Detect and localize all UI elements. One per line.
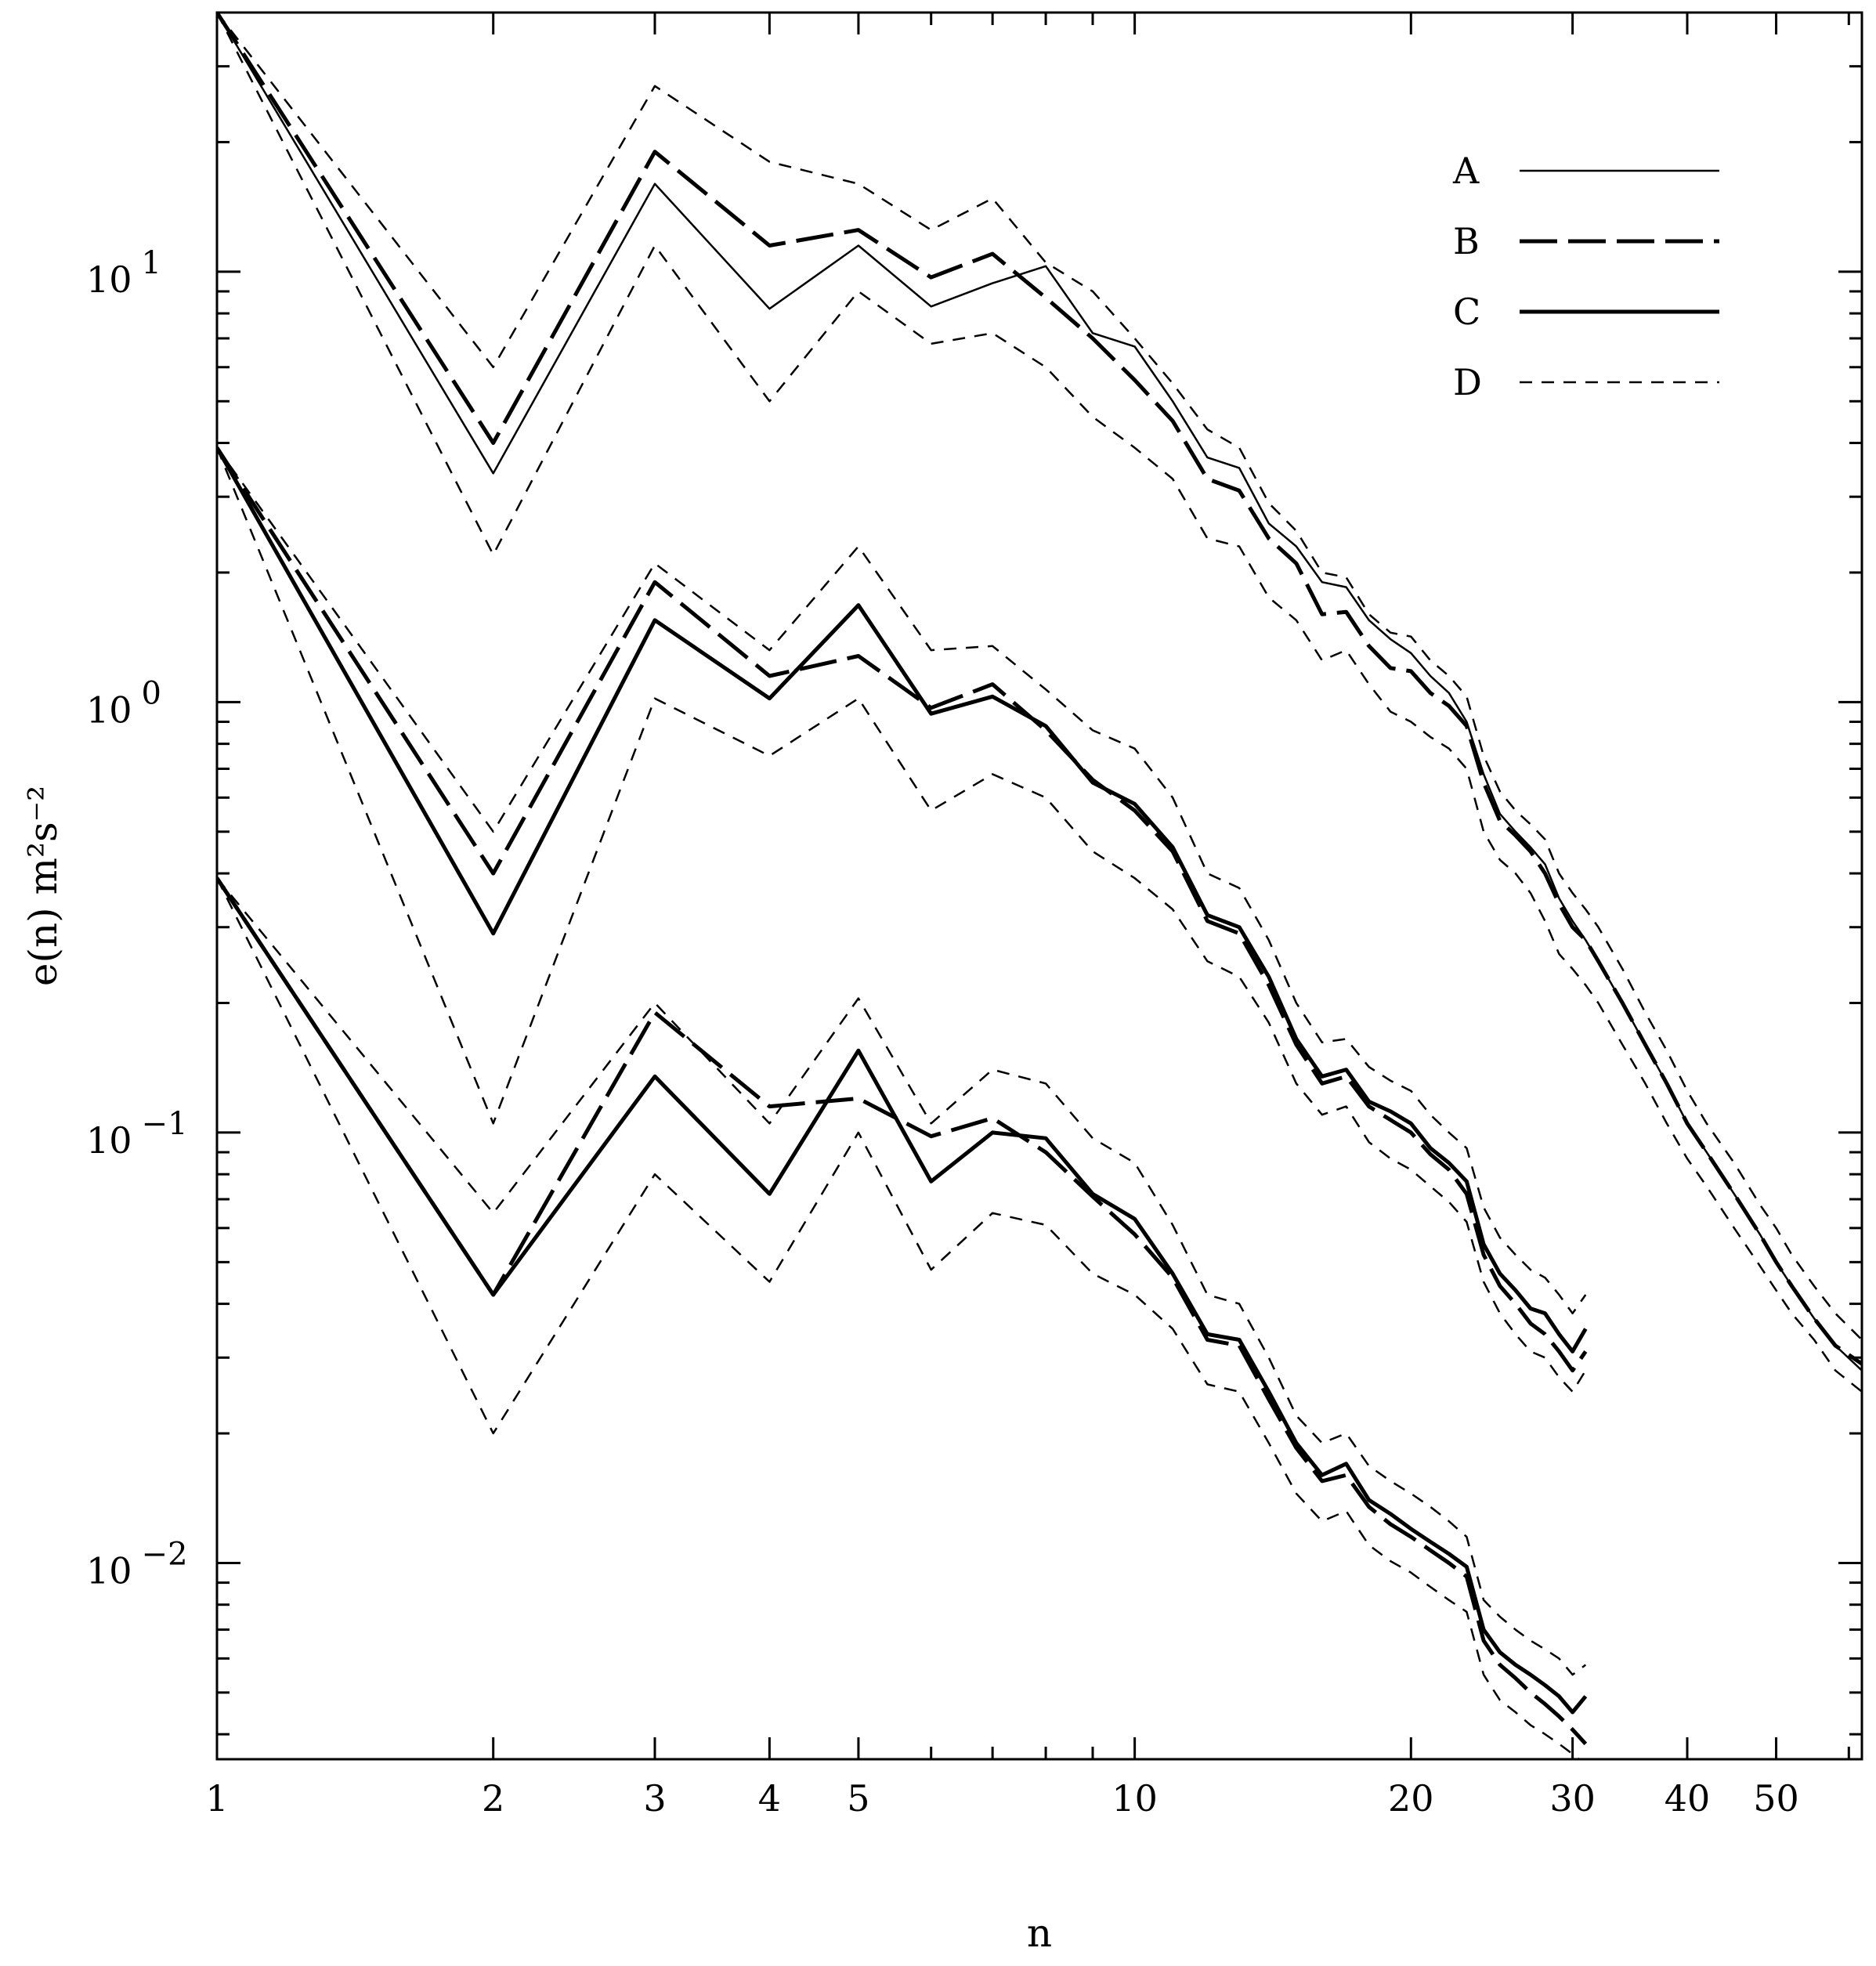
y-tick-label: 10 1: [86, 245, 161, 301]
x-tick-label: 40: [1665, 1777, 1711, 1820]
series-middle-d-lower: [217, 447, 1587, 1393]
y-axis-label: e(n) m²s⁻²: [20, 786, 66, 986]
series-lower-b: [217, 876, 1588, 1746]
series-lower-c: [217, 876, 1588, 1715]
series-middle-b: [217, 446, 1588, 1373]
x-tick-label: 5: [847, 1777, 869, 1820]
series-lower-d-lower: [217, 877, 1581, 1759]
legend-label-a: A: [1452, 150, 1480, 192]
x-tick-label: 3: [643, 1777, 666, 1820]
series-middle-c: [217, 446, 1588, 1353]
x-tick-label: 20: [1388, 1777, 1434, 1820]
series-layer: [217, 13, 1862, 1759]
x-tick-label: 30: [1549, 1777, 1596, 1820]
x-axis-label: n: [1027, 1910, 1052, 1956]
legend-label-d: D: [1453, 361, 1482, 403]
x-tick-label: 4: [758, 1777, 781, 1820]
series-middle-d-upper: [217, 446, 1587, 1315]
x-tick-label: 2: [482, 1777, 504, 1820]
series-lower-d-upper: [217, 877, 1587, 1676]
plot-frame: [215, 11, 1863, 1761]
series-upper-d-upper: [217, 13, 1862, 1341]
series-upper-d-lower: [217, 13, 1862, 1393]
x-tick-label: 50: [1753, 1777, 1799, 1820]
series-upper-b: [217, 13, 1862, 1366]
y-tick-label: 10 0: [86, 675, 161, 731]
legend-label-c: C: [1453, 291, 1480, 333]
x-tick-label: 10: [1112, 1777, 1158, 1820]
y-tick-label: 10 −1: [86, 1106, 188, 1162]
x-tick-label: 1: [205, 1777, 228, 1820]
y-tick-label: 10 −2: [86, 1536, 188, 1592]
x-axis: 1 2 3 4 5 10 20 30 40 50: [205, 13, 1850, 1820]
legend-label-b: B: [1453, 220, 1480, 262]
